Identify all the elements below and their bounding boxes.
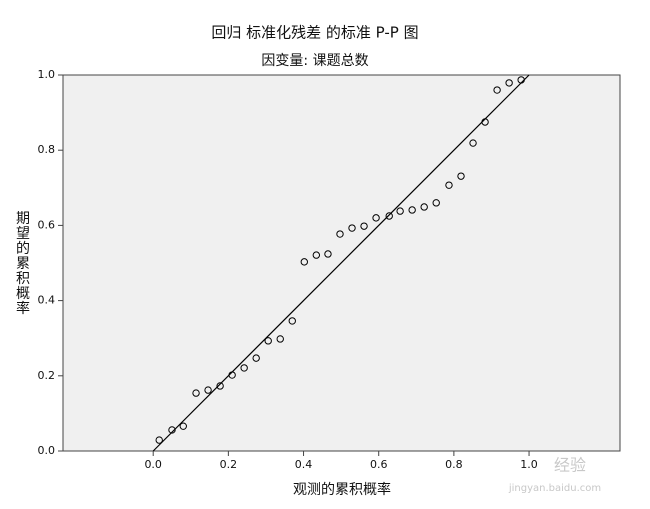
point bbox=[385, 212, 393, 220]
point bbox=[300, 258, 308, 266]
point bbox=[493, 86, 501, 94]
point bbox=[312, 251, 321, 259]
point bbox=[457, 172, 465, 180]
point bbox=[179, 422, 187, 430]
x-tick-label: 0.6 bbox=[370, 458, 388, 471]
y-axis-label: 期望的累积概率 bbox=[14, 211, 30, 316]
y-tick-label: 0.2 bbox=[38, 369, 56, 382]
y-tick-label: 1.0 bbox=[38, 68, 56, 81]
point bbox=[252, 354, 260, 362]
point bbox=[396, 207, 404, 215]
point bbox=[505, 79, 513, 87]
point bbox=[360, 222, 368, 230]
point bbox=[204, 386, 212, 394]
point bbox=[276, 335, 284, 343]
point bbox=[517, 76, 525, 84]
point bbox=[348, 224, 356, 232]
reference-line bbox=[152, 74, 530, 452]
point bbox=[408, 206, 416, 214]
x-tick-label: 0.2 bbox=[220, 458, 238, 471]
watermark: 经验 bbox=[554, 456, 586, 475]
point bbox=[168, 426, 176, 434]
y-tick-label: 0.4 bbox=[38, 294, 56, 307]
watermark-url: jingyan.baidu.com bbox=[508, 483, 601, 494]
y-tick-label: 0.6 bbox=[38, 218, 56, 231]
point bbox=[336, 230, 344, 238]
chart-subtitle: 因变量: 课题总数 bbox=[261, 53, 368, 69]
x-tick-label: 0.4 bbox=[295, 458, 313, 471]
point bbox=[216, 382, 224, 390]
x-tick-label: 0.0 bbox=[144, 458, 162, 471]
point bbox=[432, 199, 440, 207]
point bbox=[372, 214, 380, 222]
y-tick-label: 0.8 bbox=[38, 143, 56, 156]
point bbox=[445, 181, 453, 189]
point bbox=[192, 389, 200, 397]
y-tick-label: 0.0 bbox=[38, 444, 56, 457]
point bbox=[264, 337, 272, 345]
x-tick-label: 1.0 bbox=[520, 458, 538, 471]
chart-title: 回归 标准化残差 的标准 P-P 图 bbox=[211, 24, 418, 42]
point bbox=[228, 371, 236, 379]
point bbox=[240, 364, 248, 372]
point bbox=[288, 317, 296, 325]
point bbox=[324, 250, 332, 258]
point bbox=[481, 118, 489, 126]
point bbox=[155, 436, 163, 444]
point bbox=[420, 203, 428, 211]
point bbox=[469, 139, 477, 147]
x-axis-label: 观测的累积概率 bbox=[293, 481, 391, 498]
x-tick-label: 0.8 bbox=[445, 458, 463, 471]
